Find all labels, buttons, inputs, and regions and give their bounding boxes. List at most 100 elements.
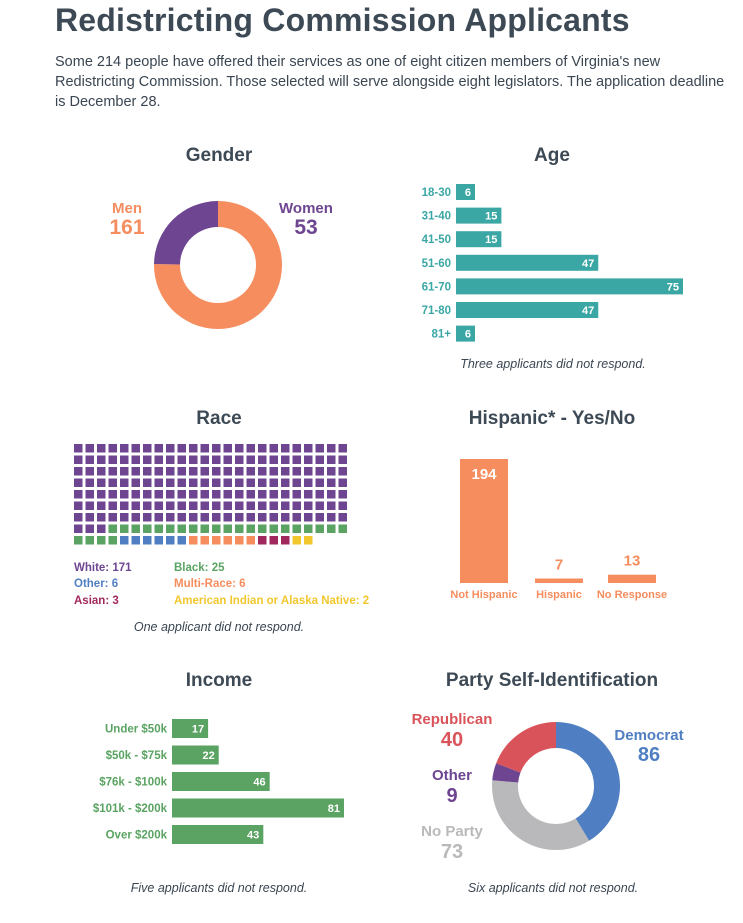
race-cell-white [223,467,232,476]
age-data-label: 6 [465,187,471,199]
race-cell-white [269,455,278,464]
race-cell-white [120,490,129,499]
age-tick-label: 61-70 [422,281,451,293]
race-cell-white [235,501,244,510]
race-cell-white [212,455,221,464]
income-bar [172,772,270,791]
race-cell-white [177,513,186,522]
race-cell-white [154,513,163,522]
income-tick-label: Over $200k [106,830,168,842]
race-cell-white [85,490,94,499]
race-cell-white [235,455,244,464]
race-cell-white [246,444,255,453]
race-cell-white [154,444,163,453]
race-cell-white [120,513,129,522]
race-cell-black [292,524,301,533]
race-cell-white [235,467,244,476]
race-cell-white [212,513,221,522]
hispanic-data-label: 194 [471,466,497,483]
race-cell-white [315,501,324,510]
race-cell-white [246,455,255,464]
race-cell-white [338,478,347,487]
age-data-label: 6 [465,329,471,341]
race-cell-white [120,467,129,476]
race-cell-white [315,513,324,522]
race-cell-white [131,490,140,499]
race-cell-white [327,490,336,499]
race-cell-white [97,467,106,476]
race-legend-asian: Asian: 3 [74,595,119,607]
race-cell-white [258,490,267,499]
race-cell-black [327,524,336,533]
race-cell-white [269,467,278,476]
race-cell-white [246,478,255,487]
race-cell-black [246,524,255,533]
race-cell-white [74,490,83,499]
race-cell-white [223,501,232,510]
race-cell-white [74,513,83,522]
race-cell-other [154,536,163,545]
age-bar [456,278,683,295]
race-cell-white [189,444,198,453]
race-cell-black [281,524,290,533]
race-cell-white [292,467,301,476]
race-cell-white [154,501,163,510]
age-tick-label: 71-80 [422,305,451,317]
race-cell-white [281,455,290,464]
race-cell-white [74,478,83,487]
age-tick-label: 31-40 [422,211,451,223]
hispanic-tick-label: No Response [597,589,667,601]
race-cell-white [281,490,290,499]
income-data-label: 81 [328,803,340,815]
party-value-other: 9 [446,785,457,807]
race-cell-white [143,478,152,487]
race-cell-white [154,467,163,476]
race-cell-white [212,467,221,476]
race-cell-white [120,444,129,453]
party-value-no-party: 73 [441,841,463,863]
race-cell-white [97,501,106,510]
race-legend-multi-race: Multi-Race: 6 [174,578,246,590]
race-cell-white [120,455,129,464]
race-cell-white [200,455,209,464]
race-cell-white [120,501,129,510]
race-cell-white [97,490,106,499]
race-cell-black [108,536,117,545]
party-label-no-party: No Party [421,823,483,840]
race-cell-white [292,444,301,453]
race-cell-white [304,455,313,464]
race-cell-white [166,467,175,476]
race-cell-white [292,501,301,510]
race-cell-white [97,444,106,453]
race-cell-white [177,478,186,487]
race-cell-white [338,490,347,499]
race-cell-black [338,524,347,533]
race-cell-white [246,467,255,476]
race-cell-white [281,478,290,487]
party-label-republican: Republican [412,711,493,728]
race-cell-american-indian-or-alaska-native [304,536,313,545]
race-cell-white [292,490,301,499]
race-cell-white [108,513,117,522]
race-cell-white [246,501,255,510]
race-cell-white [166,513,175,522]
race-cell-multi-race [235,536,244,545]
race-cell-black [189,524,198,533]
race-cell-white [74,444,83,453]
race-cell-white [269,501,278,510]
race-cell-white [143,513,152,522]
race-title: Race [196,408,242,429]
race-cell-white [327,513,336,522]
race-cell-black [223,524,232,533]
age-note: Three applicants did not respond. [460,357,646,371]
race-cell-white [143,455,152,464]
race-cell-white [177,501,186,510]
page-title: Redistricting Commission Applicants [55,2,630,38]
age-title: Age [534,145,570,166]
race-cell-black [131,524,140,533]
race-cell-white [223,444,232,453]
race-cell-white [85,513,94,522]
age-bar [456,325,475,342]
race-cell-white [258,501,267,510]
